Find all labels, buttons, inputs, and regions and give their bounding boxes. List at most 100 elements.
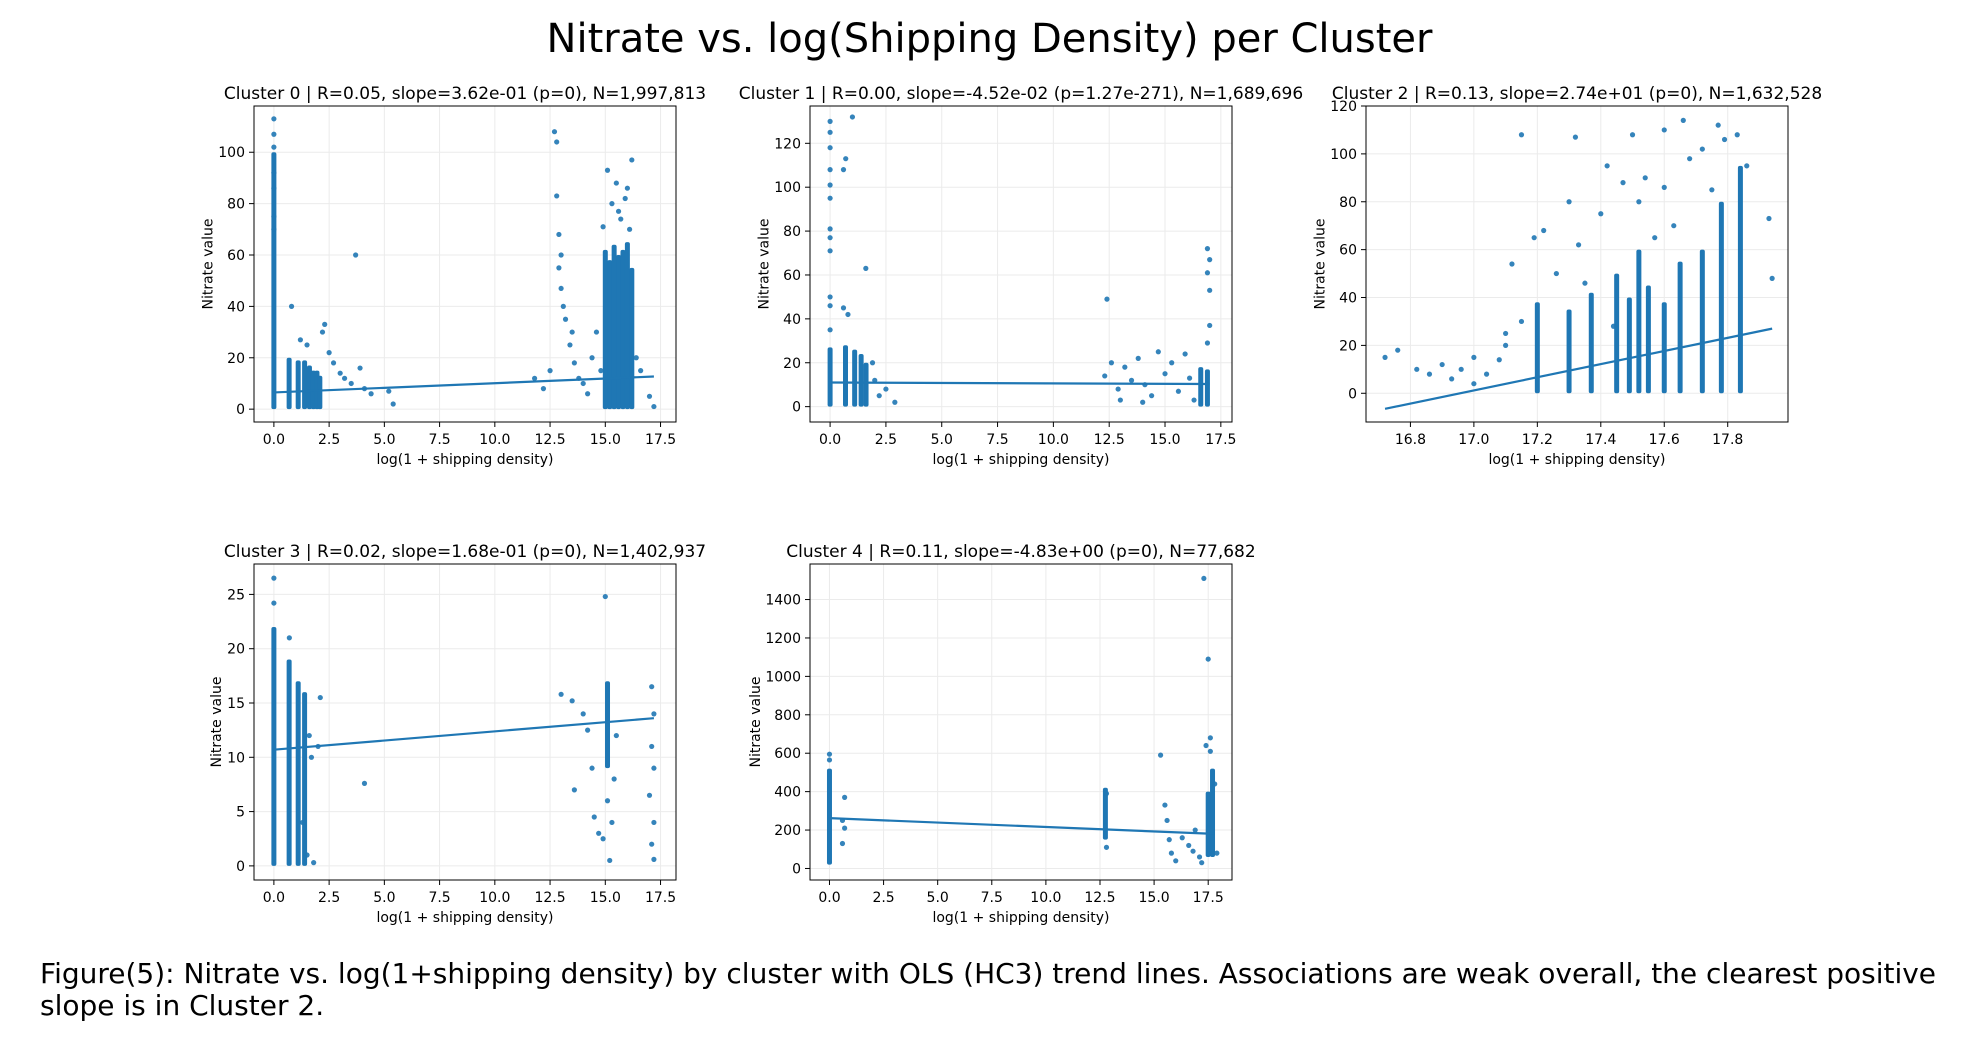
data-column (1588, 292, 1594, 394)
data-point (827, 195, 833, 201)
y-tick-label: 40 (783, 312, 801, 328)
data-point (876, 393, 882, 399)
x-tick-label: 17.8 (1712, 432, 1743, 448)
data-column (1534, 302, 1540, 394)
data-point (271, 213, 277, 220)
trend-line (1384, 327, 1773, 410)
data-point (840, 305, 847, 311)
y-axis-label: Nitrate value (757, 219, 773, 310)
data-point (1115, 386, 1121, 392)
data-point (600, 836, 606, 842)
data-point (554, 139, 560, 145)
x-tick-label: 0.0 (818, 890, 840, 906)
data-point (317, 694, 323, 701)
y-tick-label: 80 (1339, 195, 1357, 211)
data-point (589, 355, 595, 361)
plot-frame (253, 563, 677, 881)
data-column (295, 681, 301, 866)
data-point (1190, 848, 1196, 854)
data-layer (826, 575, 1220, 866)
data-point (1471, 381, 1477, 387)
x-tick-label: 7.5 (981, 890, 1003, 906)
y-axis-label: Nitrate value (748, 677, 764, 768)
data-point (1642, 175, 1648, 181)
data-point (571, 787, 577, 793)
y-tick-label: 60 (783, 268, 801, 284)
data-point (1201, 575, 1207, 582)
data-point (580, 711, 586, 717)
y-tick-label: 400 (774, 785, 801, 801)
x-tick-label: 10.0 (1030, 890, 1061, 906)
y-tick-label: 0 (236, 859, 245, 875)
y-tick-label: 15 (227, 696, 245, 712)
data-point (618, 216, 624, 222)
y-tick-label: 0 (792, 400, 801, 416)
data-point (271, 144, 277, 150)
plot-frame (809, 563, 1233, 881)
data-point (843, 156, 849, 162)
data-point (1553, 270, 1559, 277)
data-point (1575, 242, 1582, 248)
panel-cluster-4: 0.0 2.5 5.0 7.5 10.0 12.5 15.0 17.5 0 200 400 600 80… (748, 542, 1256, 926)
data-point (633, 355, 639, 361)
data-point (842, 794, 848, 800)
x-tick-label: 17.4 (1585, 432, 1616, 448)
data-point (1715, 122, 1721, 128)
data-point (615, 208, 622, 214)
data-point (306, 732, 312, 739)
data-point (1207, 257, 1213, 263)
data-point (558, 285, 564, 292)
data-point (1687, 156, 1693, 162)
data-point (554, 193, 560, 199)
data-column (1205, 791, 1211, 857)
x-axis-label: log(1 + shipping density) (932, 452, 1109, 468)
data-point (1175, 388, 1182, 394)
y-axis-label: Nitrate value (201, 219, 217, 310)
x-tick-label: 12.5 (534, 432, 565, 448)
data-point (1169, 360, 1175, 366)
data-point (892, 399, 898, 405)
data-point (1186, 842, 1192, 849)
data-point (311, 860, 317, 866)
data-point (1572, 134, 1579, 140)
data-point (1128, 377, 1135, 383)
x-axis-label: log(1 + shipping density) (1488, 452, 1665, 468)
data-column (852, 349, 858, 407)
data-point (271, 116, 277, 122)
data-point (602, 593, 608, 600)
data-column (1566, 309, 1572, 394)
data-point (1173, 858, 1179, 864)
x-tick-label: 5.0 (931, 432, 953, 448)
data-point (1207, 735, 1213, 741)
x-tick-label: 17.6 (1649, 432, 1680, 448)
data-point (627, 226, 633, 232)
data-point (600, 224, 606, 230)
data-point (368, 391, 374, 397)
y-axis-label: Nitrate value (1313, 219, 1329, 310)
x-tick-label: 5.0 (373, 890, 395, 906)
x-tick-label: 10.0 (1038, 432, 1069, 448)
data-column (317, 375, 323, 410)
data-column (1718, 201, 1724, 394)
data-point (341, 375, 348, 381)
data-point (827, 327, 833, 333)
x-tick-label: 2.5 (318, 432, 340, 448)
y-tick-label: 80 (783, 224, 801, 240)
data-point (288, 303, 295, 309)
data-column (271, 626, 277, 866)
data-point (1629, 132, 1636, 138)
data-point (1117, 397, 1123, 403)
data-point (1191, 397, 1197, 403)
y-tick-label: 100 (218, 145, 245, 161)
data-point (842, 825, 848, 831)
data-point (304, 852, 310, 858)
data-point (849, 114, 856, 120)
data-point (827, 129, 833, 135)
y-tick-label: 20 (1339, 338, 1357, 354)
data-point (556, 265, 562, 271)
y-tick-label: 1400 (765, 593, 801, 609)
data-point (569, 698, 575, 704)
y-tick-label: 120 (774, 136, 801, 152)
data-point (827, 303, 833, 309)
x-tick-label: 12.5 (534, 890, 565, 906)
